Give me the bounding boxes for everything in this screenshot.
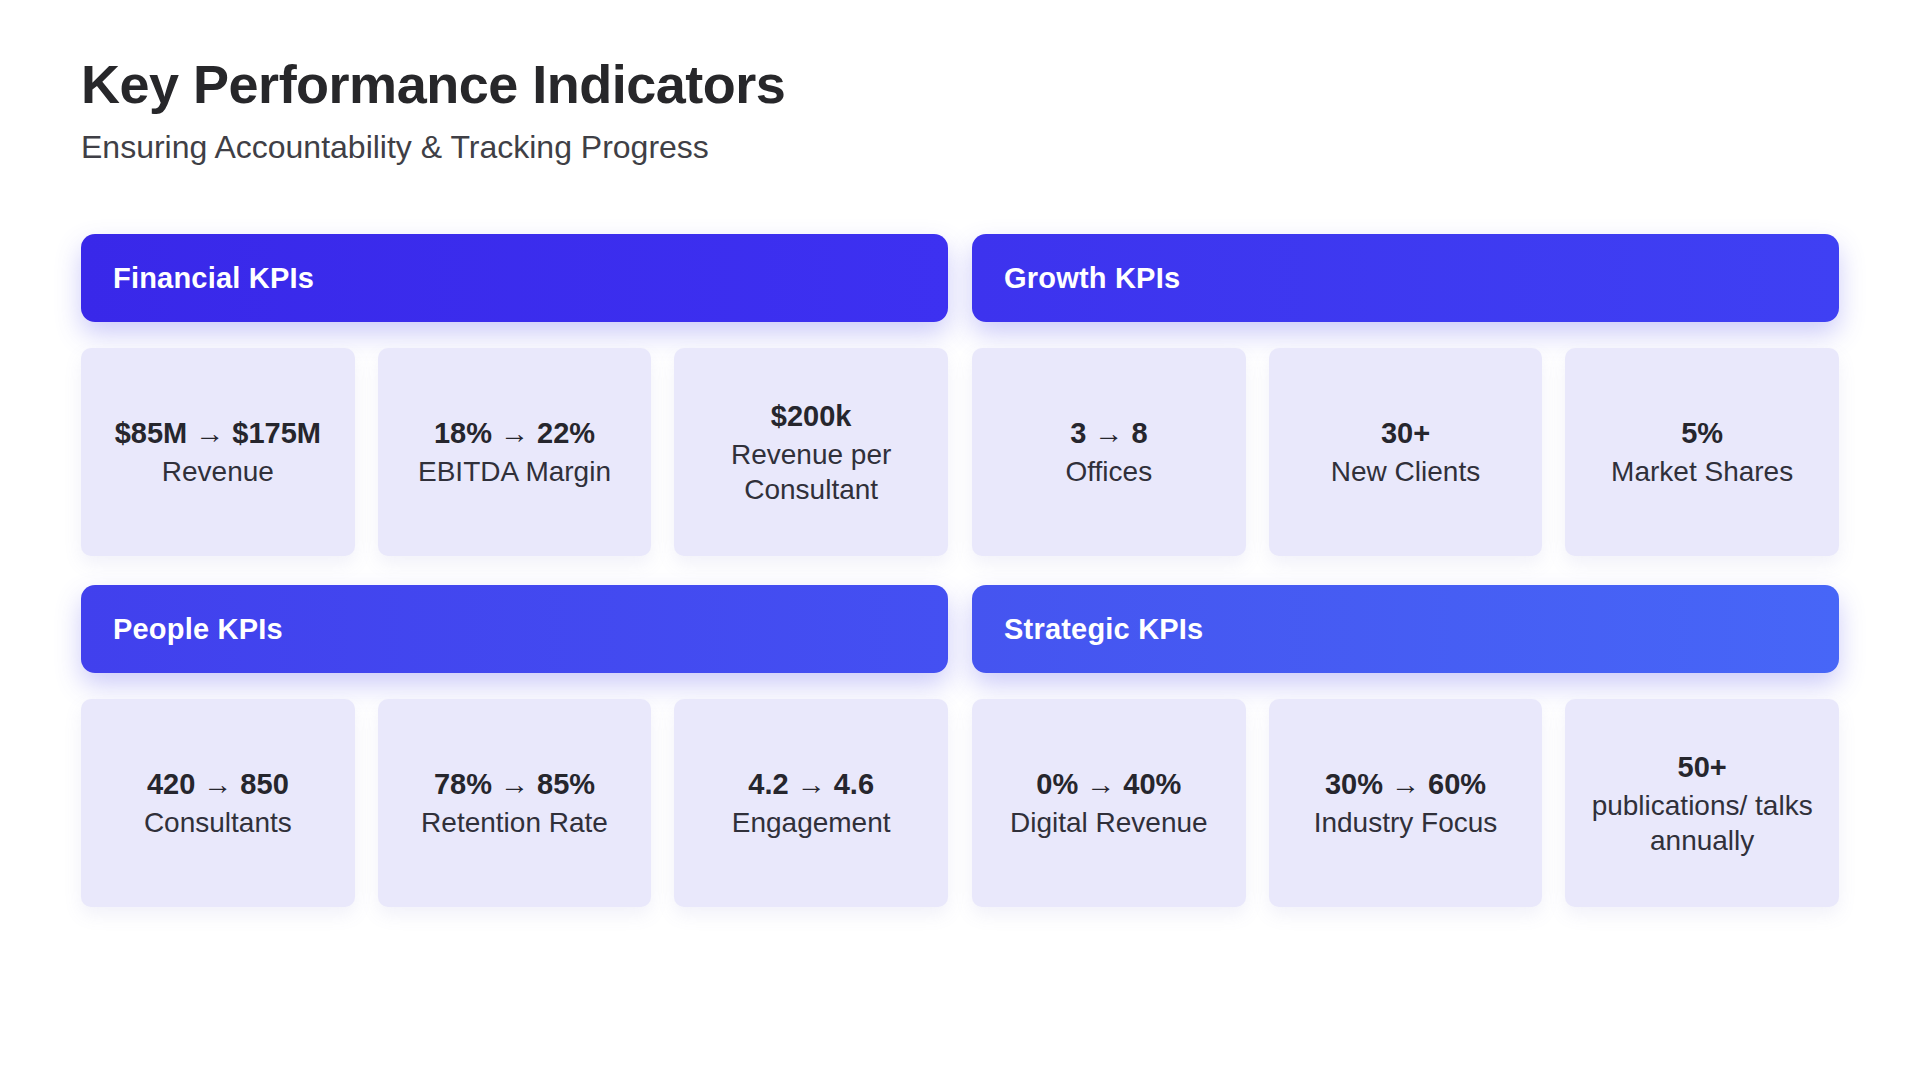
kpi-value: 18% → 22%: [434, 415, 595, 451]
kpi-label: Market Shares: [1611, 455, 1793, 489]
kpi-label: publications/ talks annually: [1585, 789, 1819, 857]
section-header-strategic: Strategic KPIs: [972, 585, 1839, 673]
cards-strategic: 0% → 40% Digital Revenue 30% → 60% Indus…: [972, 699, 1839, 907]
kpi-value: $200k: [771, 398, 852, 434]
kpi-label: Engagement: [732, 806, 891, 840]
kpi-card-industry-focus: 30% → 60% Industry Focus: [1269, 699, 1543, 907]
kpi-card-market-shares: 5% Market Shares: [1565, 348, 1839, 556]
section-title-growth: Growth KPIs: [1004, 262, 1180, 295]
kpi-card-revenue-per-consultant: $200k Revenue per Consultant: [674, 348, 948, 556]
cards-people: 420 → 850 Consultants 78% → 85% Retentio…: [81, 699, 948, 907]
kpi-card-revenue: $85M → $175M Revenue: [81, 348, 355, 556]
page-title: Key Performance Indicators: [81, 52, 1839, 117]
kpi-card-new-clients: 30+ New Clients: [1269, 348, 1543, 556]
section-growth: Growth KPIs 3 → 8 Offices 30+ New Client…: [972, 234, 1839, 556]
kpi-card-digital-revenue: 0% → 40% Digital Revenue: [972, 699, 1246, 907]
page-header: Key Performance Indicators Ensuring Acco…: [81, 52, 1839, 168]
cards-growth: 3 → 8 Offices 30+ New Clients 5% Market …: [972, 348, 1839, 556]
section-strategic: Strategic KPIs 0% → 40% Digital Revenue …: [972, 585, 1839, 907]
kpi-grid: Financial KPIs $85M → $175M Revenue 18% …: [81, 234, 1839, 907]
cards-financial: $85M → $175M Revenue 18% → 22% EBITDA Ma…: [81, 348, 948, 556]
kpi-label: New Clients: [1331, 455, 1480, 489]
kpi-label: Digital Revenue: [1010, 806, 1208, 840]
kpi-value: 0% → 40%: [1036, 766, 1181, 802]
kpi-value: 50+: [1678, 749, 1727, 785]
kpi-label: Industry Focus: [1314, 806, 1498, 840]
kpi-label: Consultants: [144, 806, 292, 840]
kpi-card-engagement: 4.2 → 4.6 Engagement: [674, 699, 948, 907]
kpi-value: 4.2 → 4.6: [748, 766, 874, 802]
section-title-financial: Financial KPIs: [113, 262, 314, 295]
kpi-label: Offices: [1066, 455, 1153, 489]
kpi-value: 30% → 60%: [1325, 766, 1486, 802]
section-people: People KPIs 420 → 850 Consultants 78% → …: [81, 585, 948, 907]
kpi-value: 420 → 850: [147, 766, 289, 802]
section-header-growth: Growth KPIs: [972, 234, 1839, 322]
kpi-value: 3 → 8: [1070, 415, 1147, 451]
page-subtitle: Ensuring Accountability & Tracking Progr…: [81, 127, 1839, 169]
kpi-label: Retention Rate: [421, 806, 608, 840]
section-financial: Financial KPIs $85M → $175M Revenue 18% …: [81, 234, 948, 556]
kpi-value: 30+: [1381, 415, 1430, 451]
kpi-card-publications: 50+ publications/ talks annually: [1565, 699, 1839, 907]
kpi-card-offices: 3 → 8 Offices: [972, 348, 1246, 556]
section-title-people: People KPIs: [113, 613, 283, 646]
section-header-financial: Financial KPIs: [81, 234, 948, 322]
kpi-card-consultants: 420 → 850 Consultants: [81, 699, 355, 907]
kpi-value: 78% → 85%: [434, 766, 595, 802]
section-header-people: People KPIs: [81, 585, 948, 673]
kpi-value: $85M → $175M: [115, 415, 321, 451]
kpi-slide: Key Performance Indicators Ensuring Acco…: [0, 0, 1920, 1080]
kpi-label: EBITDA Margin: [418, 455, 611, 489]
kpi-label: Revenue per Consultant: [694, 438, 928, 506]
kpi-label: Revenue: [162, 455, 274, 489]
section-title-strategic: Strategic KPIs: [1004, 613, 1203, 646]
kpi-card-retention-rate: 78% → 85% Retention Rate: [378, 699, 652, 907]
kpi-value: 5%: [1681, 415, 1723, 451]
kpi-card-ebitda-margin: 18% → 22% EBITDA Margin: [378, 348, 652, 556]
